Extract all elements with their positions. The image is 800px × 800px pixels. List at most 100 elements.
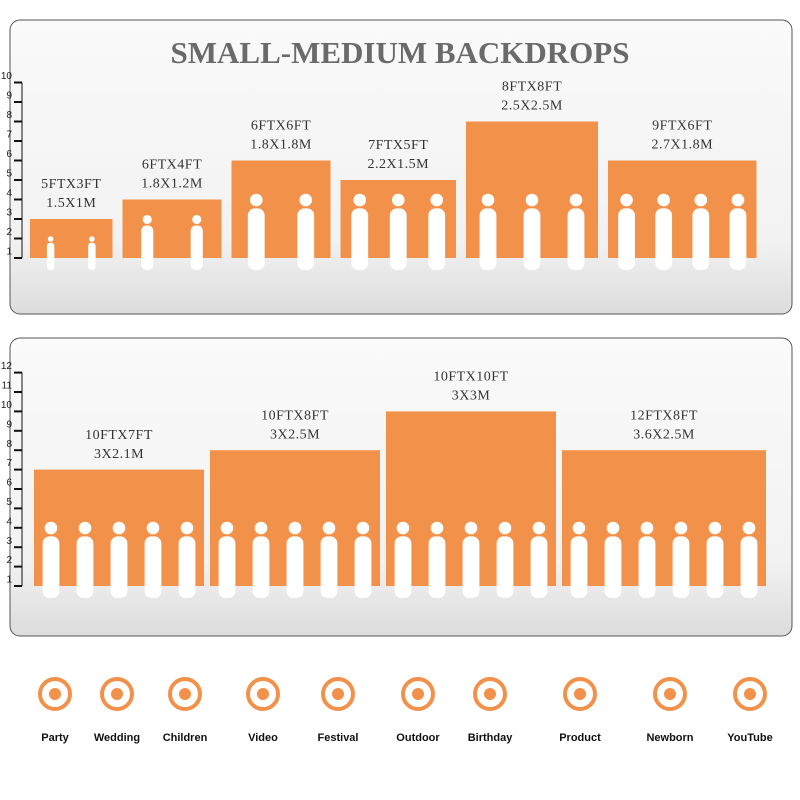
silhouette-head xyxy=(640,521,654,535)
silhouette-head xyxy=(742,521,756,535)
occasion-icon-dot xyxy=(574,688,586,700)
y-tick-label: 5 xyxy=(6,497,12,508)
silhouette-body xyxy=(190,225,203,270)
silhouette-body xyxy=(389,208,407,270)
silhouette-body xyxy=(740,536,758,598)
silhouette-body xyxy=(110,536,128,598)
silhouette-head xyxy=(44,521,58,535)
backdrop xyxy=(122,199,222,258)
y-tick-label: 4 xyxy=(6,188,12,199)
occasion-label: Party xyxy=(41,732,69,744)
y-tick-label: 1 xyxy=(6,575,12,586)
silhouette-head xyxy=(498,521,512,535)
y-tick-label: 4 xyxy=(6,516,12,527)
silhouette-head xyxy=(89,236,95,242)
silhouette-body xyxy=(76,536,94,598)
y-tick-label: 9 xyxy=(6,419,12,430)
occasion-icon xyxy=(733,677,767,711)
title: SMALL-MEDIUM BACKDROPS xyxy=(171,35,630,70)
silhouette-body xyxy=(729,208,747,270)
silhouette-head xyxy=(180,521,194,535)
silhouette-body xyxy=(351,208,369,270)
occasion-icon xyxy=(473,677,507,711)
silhouette-head xyxy=(391,193,405,207)
y-tick-label: 3 xyxy=(6,208,12,219)
metric-label: 3X2.1M xyxy=(94,447,144,462)
occasion-icon xyxy=(563,677,597,711)
occasion-icon xyxy=(100,677,134,711)
occasion-label: Video xyxy=(248,732,278,744)
occasion-icon xyxy=(38,677,72,711)
y-tick-label: 2 xyxy=(6,555,12,566)
y-tick-label: 9 xyxy=(6,91,12,102)
occasion-icon-dot xyxy=(412,688,424,700)
silhouette-head xyxy=(249,193,263,207)
silhouette-body xyxy=(218,536,236,598)
silhouette-head xyxy=(254,521,268,535)
silhouette-body xyxy=(320,536,338,598)
silhouette-head xyxy=(430,521,444,535)
silhouette-body xyxy=(354,536,372,598)
silhouette-body xyxy=(618,208,635,270)
silhouette-body xyxy=(496,536,514,598)
backdrop xyxy=(562,450,766,586)
silhouette-head xyxy=(322,521,336,535)
silhouette-body xyxy=(692,208,710,270)
silhouette-head xyxy=(674,521,688,535)
y-tick-label: 7 xyxy=(6,458,12,469)
y-tick-label: 6 xyxy=(6,149,12,160)
silhouette-head xyxy=(532,521,546,535)
occasion-label: Outdoor xyxy=(396,732,440,744)
occasion-icon xyxy=(321,677,355,711)
size-label: 10FTX7FT xyxy=(85,428,153,443)
y-tick-label: 5 xyxy=(6,169,12,180)
occasion-icon xyxy=(246,677,280,711)
silhouette-body xyxy=(42,536,60,598)
occasion-icon-dot xyxy=(257,688,269,700)
backdrop xyxy=(231,160,331,258)
size-label: 8FTX8FT xyxy=(502,80,562,95)
silhouette-body xyxy=(462,536,480,598)
silhouette-body xyxy=(247,208,265,270)
metric-label: 1.8X1.8M xyxy=(250,138,312,153)
silhouette-body xyxy=(144,536,162,598)
silhouette-body xyxy=(604,536,622,598)
occasion-label: Product xyxy=(559,732,601,744)
silhouette-head xyxy=(288,521,302,535)
silhouette-body xyxy=(655,208,673,270)
occasion-label: Birthday xyxy=(468,732,514,744)
y-tick-label: 11 xyxy=(2,381,13,392)
silhouette-head xyxy=(606,521,620,535)
occasion-icon-dot xyxy=(111,688,123,700)
silhouette-body xyxy=(46,242,55,270)
silhouette-body xyxy=(297,208,315,270)
size-label: 9FTX6FT xyxy=(652,119,712,134)
metric-label: 3X3M xyxy=(452,389,491,404)
silhouette-body xyxy=(428,208,446,270)
size-label: 6FTX4FT xyxy=(142,158,202,173)
silhouette-head xyxy=(708,521,722,535)
y-tick-label: 10 xyxy=(1,400,13,411)
occasion-icon-dot xyxy=(664,688,676,700)
silhouette-body xyxy=(567,208,585,270)
y-tick-label: 10 xyxy=(1,71,13,82)
silhouette-head xyxy=(481,193,495,207)
metric-label: 2.5X2.5M xyxy=(501,99,563,114)
metric-label: 2.7X1.8M xyxy=(651,138,713,153)
silhouette-body xyxy=(570,536,588,598)
occasion-label: Newborn xyxy=(646,732,693,744)
silhouette-head xyxy=(47,236,54,242)
metric-label: 3.6X2.5M xyxy=(633,427,695,442)
silhouette-head xyxy=(620,193,633,207)
silhouette-body xyxy=(252,536,270,598)
silhouette-head xyxy=(142,214,152,225)
occasion-label: YouTube xyxy=(727,732,772,744)
y-tick-label: 8 xyxy=(6,110,12,121)
backdrop xyxy=(30,219,113,258)
silhouette-body xyxy=(523,208,541,270)
metric-label: 3X2.5M xyxy=(270,427,320,442)
occasion-label: Children xyxy=(163,732,208,744)
y-tick-label: 2 xyxy=(6,227,12,238)
